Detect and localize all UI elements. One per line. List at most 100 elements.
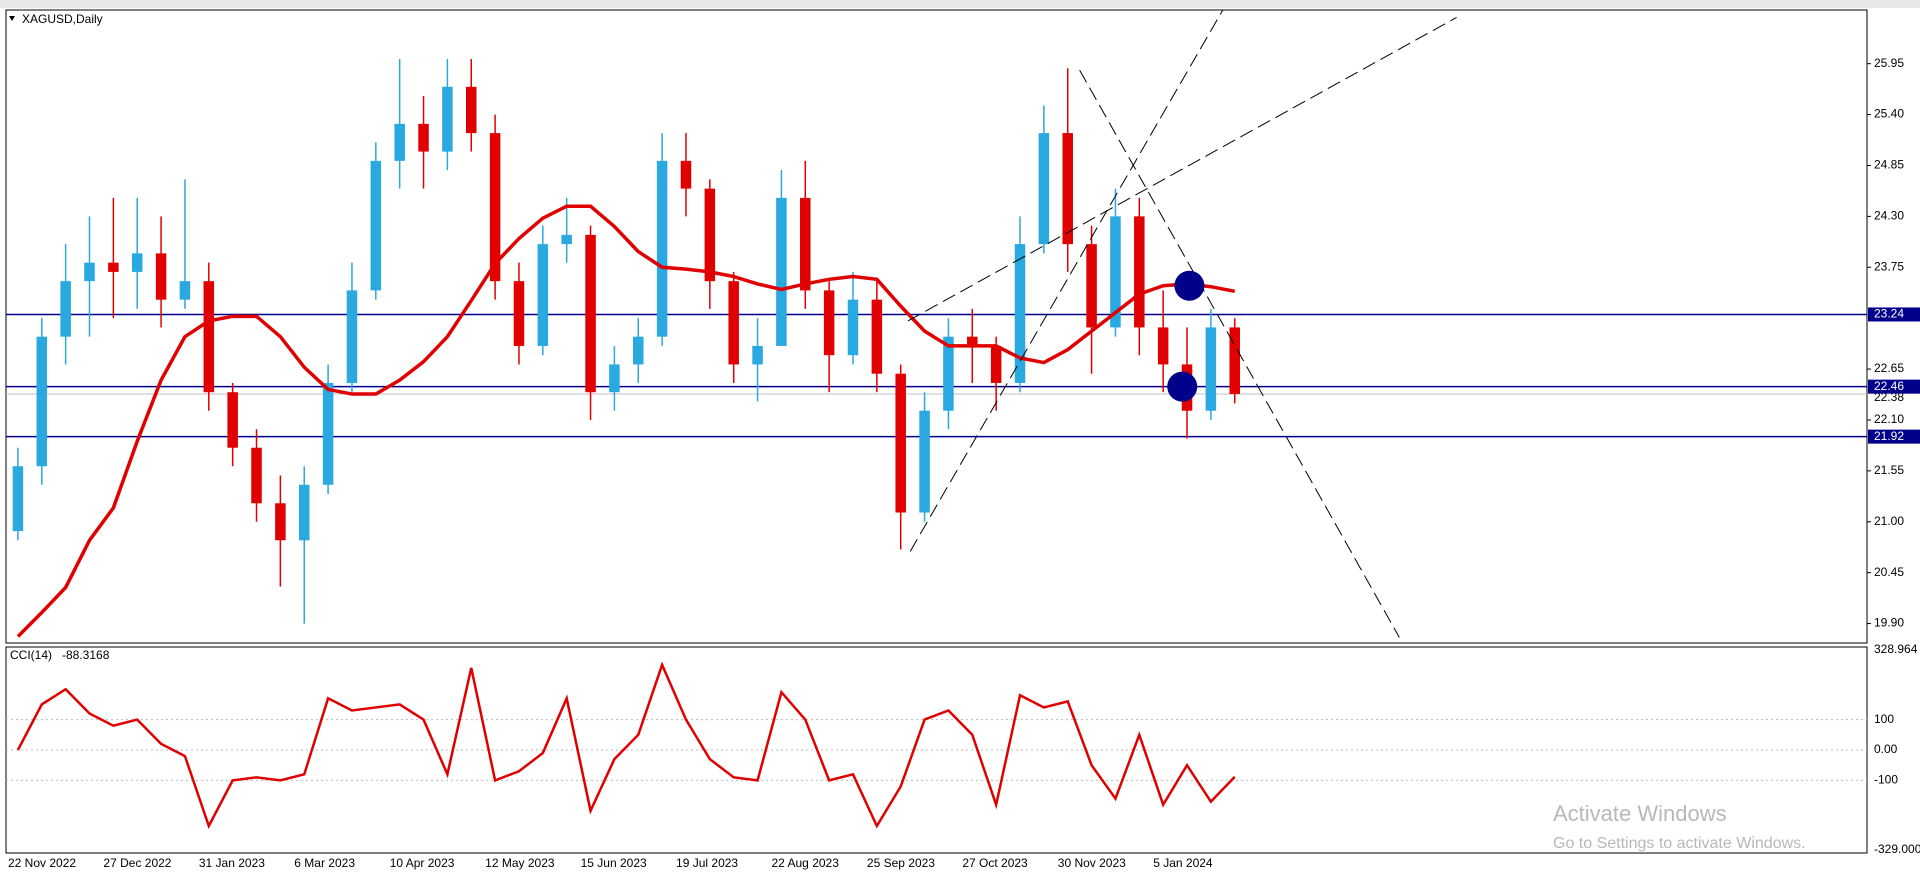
level-label: 22.46 (1874, 379, 1904, 393)
candle-body (1086, 244, 1097, 328)
level-label: 21.92 (1874, 429, 1904, 443)
x-tick-label: 5 Jan 2024 (1153, 856, 1213, 870)
candle-body (513, 281, 525, 346)
x-tick-label: 30 Nov 2023 (1058, 856, 1126, 870)
candle-body (227, 392, 238, 448)
candle-body (370, 160, 382, 291)
candle-body (1014, 244, 1026, 383)
candle-body (537, 244, 549, 346)
watermark-text: Go to Settings to activate Windows. (1553, 835, 1806, 852)
tab-strip (0, 0, 1920, 8)
cci-tick-label: 0.00 (1874, 742, 1898, 756)
x-tick-label: 22 Aug 2023 (771, 856, 839, 870)
cci-tick-label: 100 (1874, 712, 1894, 726)
candle-body (776, 197, 787, 346)
candle-body (442, 86, 453, 152)
y-tick-label: 25.95 (1874, 56, 1904, 70)
candle-body (633, 336, 644, 365)
level-label-box (1868, 307, 1920, 322)
candle-body (131, 253, 143, 272)
cci-tick-label: -329.000 (1874, 842, 1920, 856)
candle-body (656, 160, 668, 337)
x-tick-label: 12 May 2023 (485, 856, 555, 870)
candle-body (1110, 216, 1121, 328)
candle-body (871, 299, 883, 374)
candle-body (298, 484, 310, 541)
x-tick-label: 27 Oct 2023 (962, 856, 1028, 870)
candle-body (346, 290, 358, 383)
x-tick-label: 27 Dec 2022 (103, 856, 171, 870)
x-tick-label: 6 Mar 2023 (294, 856, 355, 870)
y-tick-label: 24.85 (1874, 158, 1904, 172)
candle-body (1134, 216, 1145, 328)
moving-average (16, 204, 1236, 638)
y-tick-label: 22.10 (1874, 412, 1904, 426)
marker (1167, 371, 1198, 402)
candle-body (704, 188, 716, 282)
candle-body (943, 336, 954, 411)
x-tick-label: 31 Jan 2023 (199, 856, 265, 870)
trendline (1079, 69, 1400, 638)
candle-body (251, 447, 262, 504)
candle-body (752, 345, 763, 365)
indicator-value: -88.3168 (62, 648, 110, 662)
candle-body (1038, 133, 1050, 245)
candle-body (36, 336, 48, 467)
y-tick-label: 19.90 (1874, 616, 1904, 630)
candle-body (1157, 327, 1169, 365)
x-tick-label: 10 Apr 2023 (390, 856, 455, 870)
cci-line (16, 661, 1236, 830)
watermark-title: Activate Windows (1553, 801, 1727, 826)
y-tick-label: 25.40 (1874, 107, 1904, 121)
candle-body (275, 503, 286, 541)
candle-body (919, 410, 930, 513)
candle-body (489, 133, 501, 282)
x-tick-label: 15 Jun 2023 (581, 856, 647, 870)
candle-body (322, 382, 334, 485)
candle-body (12, 466, 24, 532)
candle-body (203, 281, 215, 393)
y-tick-label: 20.45 (1874, 565, 1904, 579)
marker (1174, 270, 1205, 301)
candle-body (847, 299, 859, 356)
candle-body (990, 345, 1002, 383)
candle-body (967, 336, 978, 346)
trendline (909, 9, 1224, 552)
candle-body (609, 364, 620, 393)
title-arrow (9, 16, 15, 21)
x-tick-label: 19 Jul 2023 (676, 856, 738, 870)
candle-body (800, 197, 811, 291)
candle-body (1205, 327, 1217, 411)
candle-body (394, 123, 405, 161)
y-tick-label: 21.00 (1874, 514, 1904, 528)
candle-body (895, 373, 906, 513)
symbol-title: XAGUSD,Daily (22, 12, 103, 26)
candle-body (155, 253, 167, 300)
level-label-box (1868, 379, 1920, 394)
candle-body (418, 123, 429, 152)
candle-body (84, 262, 95, 282)
y-tick-label: 23.75 (1874, 259, 1904, 273)
current-price-box (1868, 392, 1918, 405)
candle-body (1229, 327, 1240, 395)
trendline (907, 16, 1457, 322)
price-panel (5, 9, 1868, 644)
cci-tick-label: -100 (1874, 773, 1898, 787)
candle-body (179, 281, 191, 300)
indicator-title: CCI(14) (10, 648, 52, 662)
y-tick-label: 21.55 (1874, 463, 1904, 477)
cci-tick-label: 328.964 (1874, 642, 1918, 656)
candle-body (680, 160, 692, 189)
current-price-label: 22.38 (1874, 390, 1904, 404)
candle-body (728, 281, 739, 365)
candle-body (60, 281, 71, 337)
y-tick-label: 24.30 (1874, 209, 1904, 223)
candle-body (561, 234, 572, 245)
x-tick-label: 22 Nov 2022 (8, 856, 76, 870)
candle-body (466, 86, 477, 134)
x-tick-label: 25 Sep 2023 (867, 856, 935, 870)
level-label-box (1868, 429, 1920, 444)
y-tick-label: 22.65 (1874, 361, 1904, 375)
candle-body (823, 290, 835, 356)
